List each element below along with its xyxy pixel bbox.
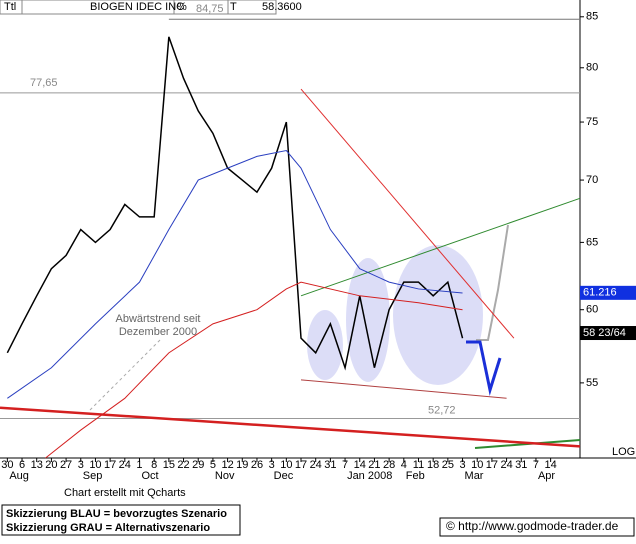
y-tick-label: 75	[586, 116, 598, 128]
sketch-shape	[307, 245, 483, 385]
month-label: Feb	[406, 470, 425, 482]
level-label: 84,75	[196, 3, 224, 15]
x-tick-label: 1	[136, 459, 142, 471]
x-tick-label: 17	[104, 459, 116, 471]
level-label: 77,65	[30, 77, 58, 89]
price-line	[7, 150, 463, 399]
annotation-line: Dezember 2000	[119, 326, 197, 338]
month-label: Dec	[274, 470, 294, 482]
header-name: BIOGEN IDEC INC	[90, 1, 184, 13]
blue-scenario	[466, 340, 502, 396]
trendline	[300, 197, 581, 297]
x-tick-label: 4	[401, 459, 407, 471]
y-tick-label: 65	[586, 236, 598, 248]
month-label: Nov	[215, 470, 235, 482]
x-tick-label: 24	[310, 459, 322, 471]
x-tick-label: 10	[471, 459, 483, 471]
x-tick-label: 15	[163, 459, 175, 471]
x-tick-label: 6	[19, 459, 25, 471]
x-tick-label: 13	[31, 459, 43, 471]
x-tick-label: 21	[368, 459, 380, 471]
header-code: Ttl	[4, 1, 16, 13]
x-tick-label: 8	[151, 459, 157, 471]
x-tick-label: 26	[251, 459, 263, 471]
price-box	[580, 285, 636, 300]
y-tick-label: 55	[586, 377, 598, 389]
price-box-label: 61.216	[583, 287, 617, 299]
level-label: 52,72	[428, 404, 456, 416]
x-tick-label: 3	[78, 459, 84, 471]
header-box	[227, 0, 277, 15]
shoulder	[346, 258, 390, 382]
x-tick-label: 17	[295, 459, 307, 471]
month-label: Apr	[538, 470, 555, 482]
y-tick-label: 70	[586, 174, 598, 186]
trendline	[0, 406, 581, 448]
x-tick-label: 22	[177, 459, 189, 471]
trendline	[300, 88, 515, 339]
source: © http://www.godmode-trader.de	[446, 519, 619, 533]
x-tick-label: 24	[119, 459, 131, 471]
log-label: LOG	[612, 446, 635, 458]
x-tick-label: 7	[533, 459, 539, 471]
head	[393, 245, 483, 385]
x-tick-label: 7	[342, 459, 348, 471]
price-line	[6, 36, 464, 371]
y-tick-label: 85	[586, 11, 598, 23]
x-tick-label: 11	[413, 459, 424, 471]
x-tick-label: 25	[442, 459, 454, 471]
legend-line: Skizzierung BLAU = bevorzugtes Szenario	[6, 508, 227, 520]
x-tick-label: 10	[280, 459, 292, 471]
x-tick-label: 3	[269, 459, 275, 471]
y-tick-label: 60	[586, 304, 598, 316]
annotation: Abwärtstrend seit Dezember 2000	[116, 313, 201, 338]
annotation-pointer	[89, 339, 161, 411]
x-tick-label: 18	[427, 459, 439, 471]
x-tick-label: 19	[236, 459, 248, 471]
credit: Chart erstellt mit Qcharts	[64, 487, 186, 499]
month-label: Jan 2008	[347, 470, 392, 482]
month-label: Mar	[465, 470, 484, 482]
x-tick-label: 10	[89, 459, 101, 471]
annotation-line: Abwärtstrend seit	[116, 313, 201, 325]
x-tick-label: 14	[545, 459, 557, 471]
source-box	[439, 517, 635, 537]
price-box	[580, 326, 636, 341]
x-tick-label: 24	[500, 459, 512, 471]
legend-line: Skizzierung GRAU = Alternativszenario	[6, 522, 210, 534]
x-tick-label: 28	[383, 459, 395, 471]
y-tick-label: 80	[586, 62, 598, 74]
x-tick-label: 27	[60, 459, 72, 471]
shoulder	[307, 310, 343, 380]
x-tick-label: 20	[45, 459, 57, 471]
x-tick-label: 31	[515, 459, 527, 471]
gray-scenario	[476, 224, 509, 341]
header-pct: %	[177, 1, 187, 13]
month-label: Sep	[83, 470, 103, 482]
x-tick-label: 14	[354, 459, 366, 471]
x-tick-label: 5	[210, 459, 216, 471]
header-t: T	[230, 1, 237, 13]
price-line	[45, 281, 463, 459]
month-label: Aug	[9, 470, 29, 482]
x-tick-label: 17	[486, 459, 498, 471]
legend-box	[1, 504, 241, 536]
month-label: Oct	[141, 470, 158, 482]
x-tick-label: 30	[1, 459, 13, 471]
x-tick-label: 3	[459, 459, 465, 471]
x-tick-label: 29	[192, 459, 204, 471]
price-box-label: 58 23/64	[583, 327, 626, 339]
trendline	[300, 379, 507, 399]
x-tick-label: 12	[221, 459, 233, 471]
x-tick-label: 31	[324, 459, 336, 471]
header-last: 58.3600	[262, 1, 302, 13]
